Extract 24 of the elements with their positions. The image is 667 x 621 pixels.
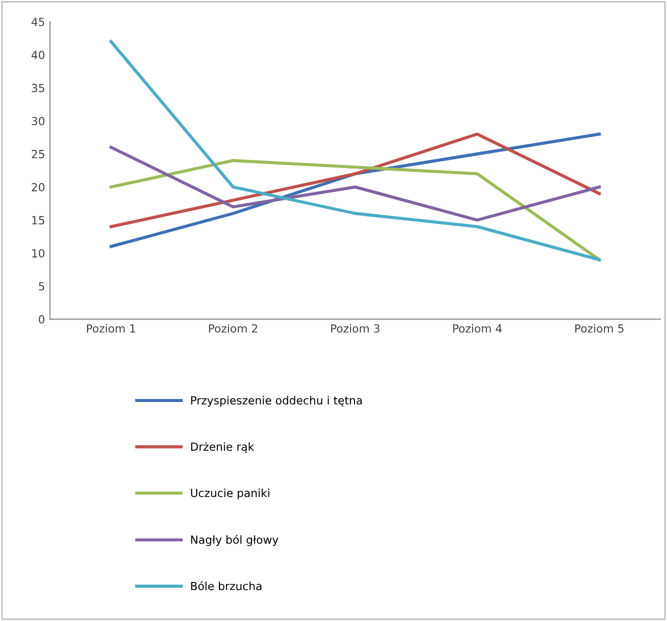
legend-label: Przyspieszenie oddechu i tętna: [191, 396, 362, 407]
line-series: [110, 159, 601, 262]
x-tick-label: Poziom 1: [87, 324, 136, 333]
x-tick-label: Poziom 5: [575, 324, 624, 333]
y-tick-label: 5: [38, 282, 44, 291]
y-tick-label: 0: [38, 315, 44, 324]
y-tick-label: 35: [32, 84, 44, 92]
y-tick-label: 10: [32, 249, 44, 258]
y-tick-label: 20: [32, 182, 44, 192]
legend-label: Nagły ból głowy: [191, 534, 278, 546]
legend-label: Drżenie rąk: [191, 442, 254, 453]
line-series: [110, 146, 601, 222]
y-tick-label: 25: [32, 150, 44, 158]
legend-label: Uczucie paniki: [191, 488, 270, 500]
line-series: [110, 132, 601, 228]
x-tick-label: Poziom 4: [453, 324, 502, 333]
y-tick-label: 40: [32, 50, 44, 60]
y-tick-label: 15: [32, 216, 44, 224]
x-tick-label: Poziom 2: [209, 324, 258, 333]
line-series: [110, 40, 601, 262]
x-tick-label: Poziom 3: [331, 324, 380, 333]
legend-label: Bóle brzucha: [191, 581, 262, 590]
y-tick-label: 45: [32, 18, 44, 26]
y-tick-label: 30: [32, 116, 44, 126]
